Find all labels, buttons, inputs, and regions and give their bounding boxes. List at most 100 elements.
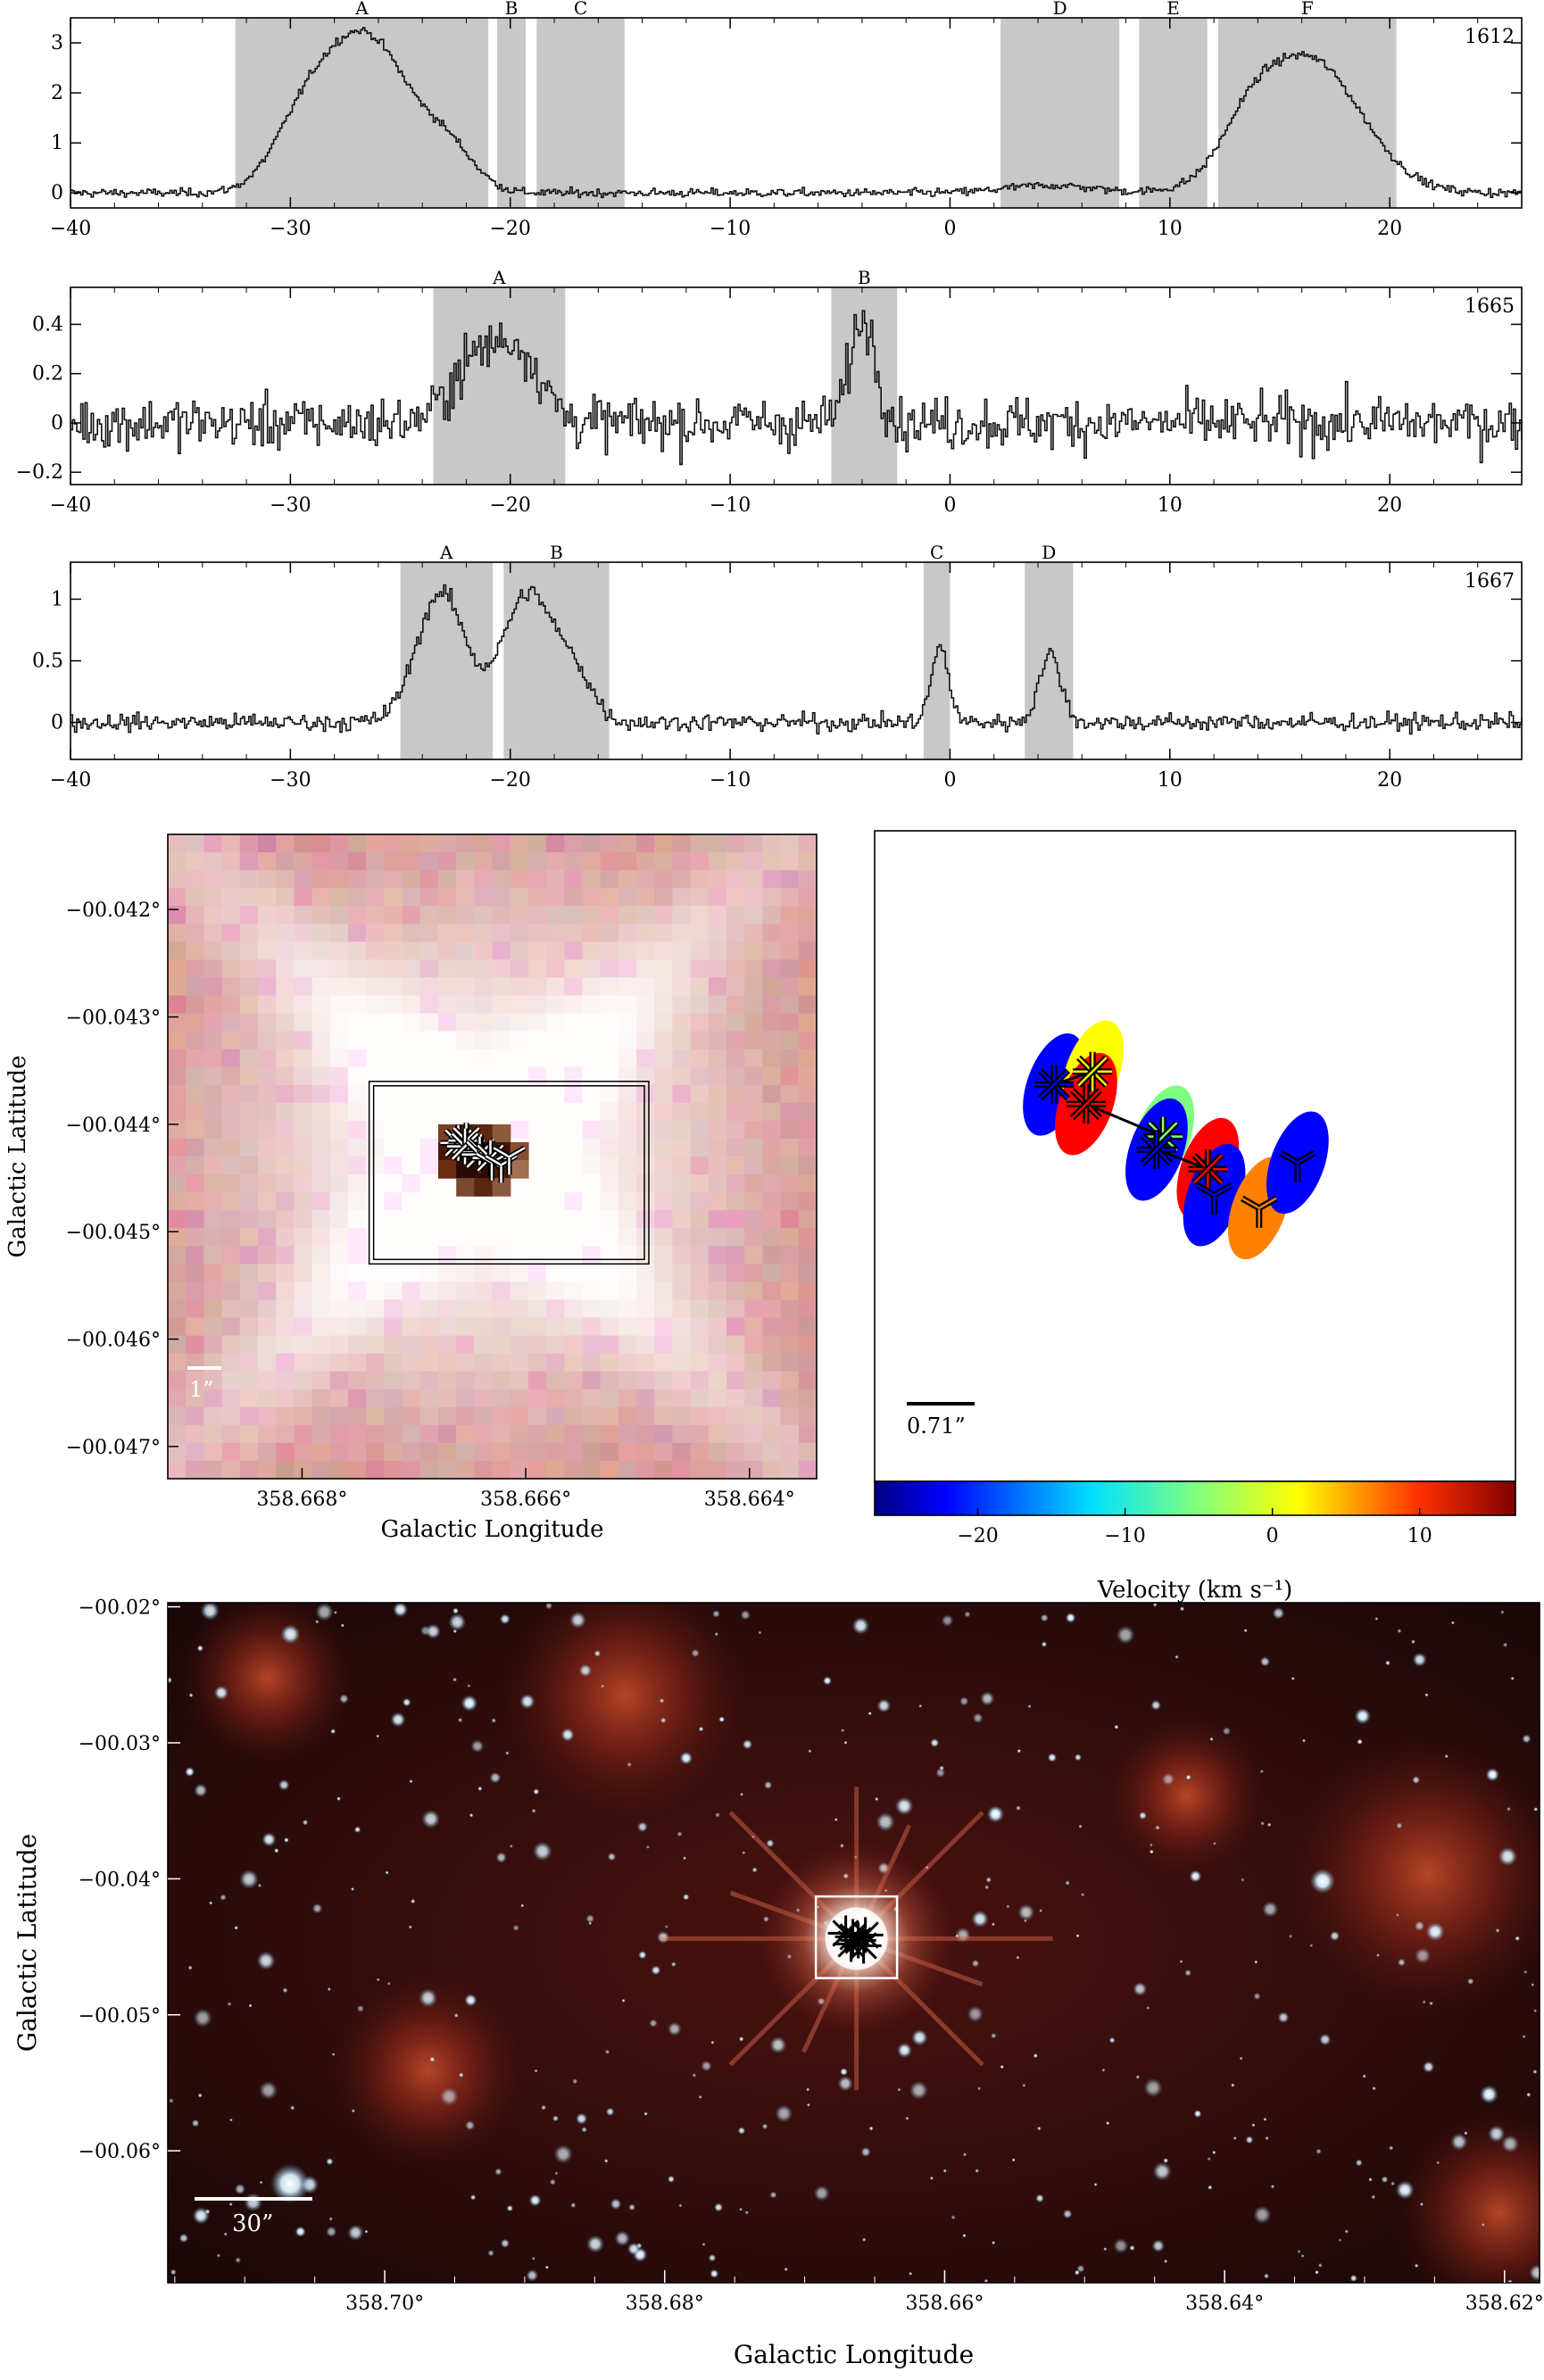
- image-pixel: [186, 1013, 204, 1032]
- image-pixel: [546, 1281, 565, 1301]
- shaded-region: [923, 562, 950, 759]
- image-pixel: [618, 924, 637, 942]
- diffuse-emission: [178, 1603, 357, 1767]
- panel-label: 1667: [1465, 570, 1515, 593]
- zoom-box-inner: [372, 1085, 645, 1261]
- image-pixel: [527, 1353, 547, 1372]
- image-pixel: [384, 1013, 403, 1032]
- image-pixel: [311, 1264, 331, 1282]
- star: [1466, 1978, 1474, 1986]
- image-pixel: [276, 1102, 295, 1122]
- image-pixel: [564, 1102, 584, 1122]
- star: [1114, 1724, 1119, 1729]
- image-pixel: [276, 1317, 295, 1337]
- star: [935, 1768, 946, 1778]
- star: [991, 1922, 995, 1927]
- image-pixel: [276, 1013, 295, 1032]
- image-pixel: [366, 1299, 385, 1319]
- star: [1016, 1805, 1021, 1811]
- image-pixel: [456, 1210, 475, 1229]
- image-pixel: [203, 1138, 223, 1157]
- region-label: B: [858, 267, 871, 288]
- image-pixel: [419, 870, 439, 889]
- image-pixel: [780, 1157, 800, 1175]
- image-pixel: [456, 1442, 475, 1462]
- star: [1529, 2264, 1540, 2282]
- image-pixel: [564, 1299, 584, 1319]
- image-pixel: [762, 1210, 782, 1229]
- core-pixel: [456, 1178, 475, 1197]
- star: [1412, 1652, 1427, 1667]
- image-pixel: [419, 852, 439, 871]
- image-pixel: [276, 1066, 295, 1086]
- star: [851, 1617, 870, 1635]
- image-pixel: [798, 852, 817, 871]
- image-pixel: [654, 1084, 674, 1104]
- star: [469, 1812, 474, 1818]
- image-pixel: [239, 1174, 259, 1193]
- star: [191, 2119, 200, 2127]
- image-pixel: [654, 1442, 674, 1462]
- star: [1424, 1693, 1429, 1697]
- image-pixel: [258, 1049, 277, 1068]
- image-pixel: [186, 1281, 204, 1301]
- image-pixel: [203, 1406, 223, 1426]
- star: [659, 1698, 665, 1704]
- image-pixel: [582, 870, 602, 889]
- image-pixel: [582, 1442, 602, 1462]
- star: [775, 2104, 793, 2123]
- image-pixel: [456, 1049, 475, 1068]
- image-pixel: [402, 1281, 421, 1301]
- star: [1149, 1843, 1153, 1847]
- image-pixel: [600, 1335, 619, 1355]
- image-pixel: [186, 941, 204, 960]
- image-pixel: [366, 1192, 385, 1211]
- star: [1023, 1919, 1027, 1923]
- image-pixel: [492, 1264, 511, 1282]
- image-pixel: [203, 1317, 223, 1337]
- image-pixel: [708, 1228, 727, 1247]
- image-pixel: [456, 995, 475, 1015]
- star: [549, 2178, 556, 2185]
- star: [553, 2144, 573, 2164]
- image-pixel: [384, 1299, 403, 1319]
- image-pixel: [402, 1120, 421, 1140]
- image-pixel: [618, 1424, 637, 1444]
- diffuse-emission: [330, 1972, 527, 2169]
- image-pixel: [239, 852, 259, 871]
- image-pixel: [798, 924, 817, 942]
- star: [660, 1717, 667, 1724]
- y-tick-label: −00.042°: [66, 900, 161, 922]
- image-pixel: [618, 995, 637, 1015]
- image-pixel: [654, 1174, 674, 1193]
- image-pixel: [168, 1406, 187, 1426]
- star: [1241, 1878, 1245, 1882]
- image-pixel: [564, 924, 584, 942]
- image-pixel: [474, 1264, 494, 1282]
- image-pixel: [780, 1317, 800, 1337]
- star: [1523, 1970, 1528, 1974]
- image-pixel: [527, 1157, 547, 1175]
- star: [1531, 1983, 1535, 1987]
- image-pixel: [402, 1371, 421, 1390]
- image-pixel: [437, 1210, 457, 1229]
- image-pixel: [384, 852, 403, 871]
- image-pixel: [437, 977, 457, 997]
- image-pixel: [402, 852, 421, 871]
- image-pixel: [258, 1246, 277, 1265]
- image-pixel: [780, 870, 800, 889]
- axes-frame: [70, 17, 1523, 209]
- image-pixel: [618, 888, 637, 907]
- image-pixel: [690, 1264, 710, 1282]
- star: [1016, 1955, 1020, 1960]
- image-pixel: [347, 995, 367, 1015]
- y-tick-label: −00.06°: [79, 2141, 161, 2163]
- image-pixel: [527, 1335, 547, 1355]
- image-pixel: [366, 1460, 385, 1479]
- star: [636, 1821, 648, 1833]
- star: [290, 2105, 295, 2110]
- x-tick-label: 358.66°: [905, 2293, 984, 2315]
- image-pixel: [239, 1353, 259, 1372]
- image-pixel: [654, 1299, 674, 1319]
- image-pixel: [600, 1389, 619, 1408]
